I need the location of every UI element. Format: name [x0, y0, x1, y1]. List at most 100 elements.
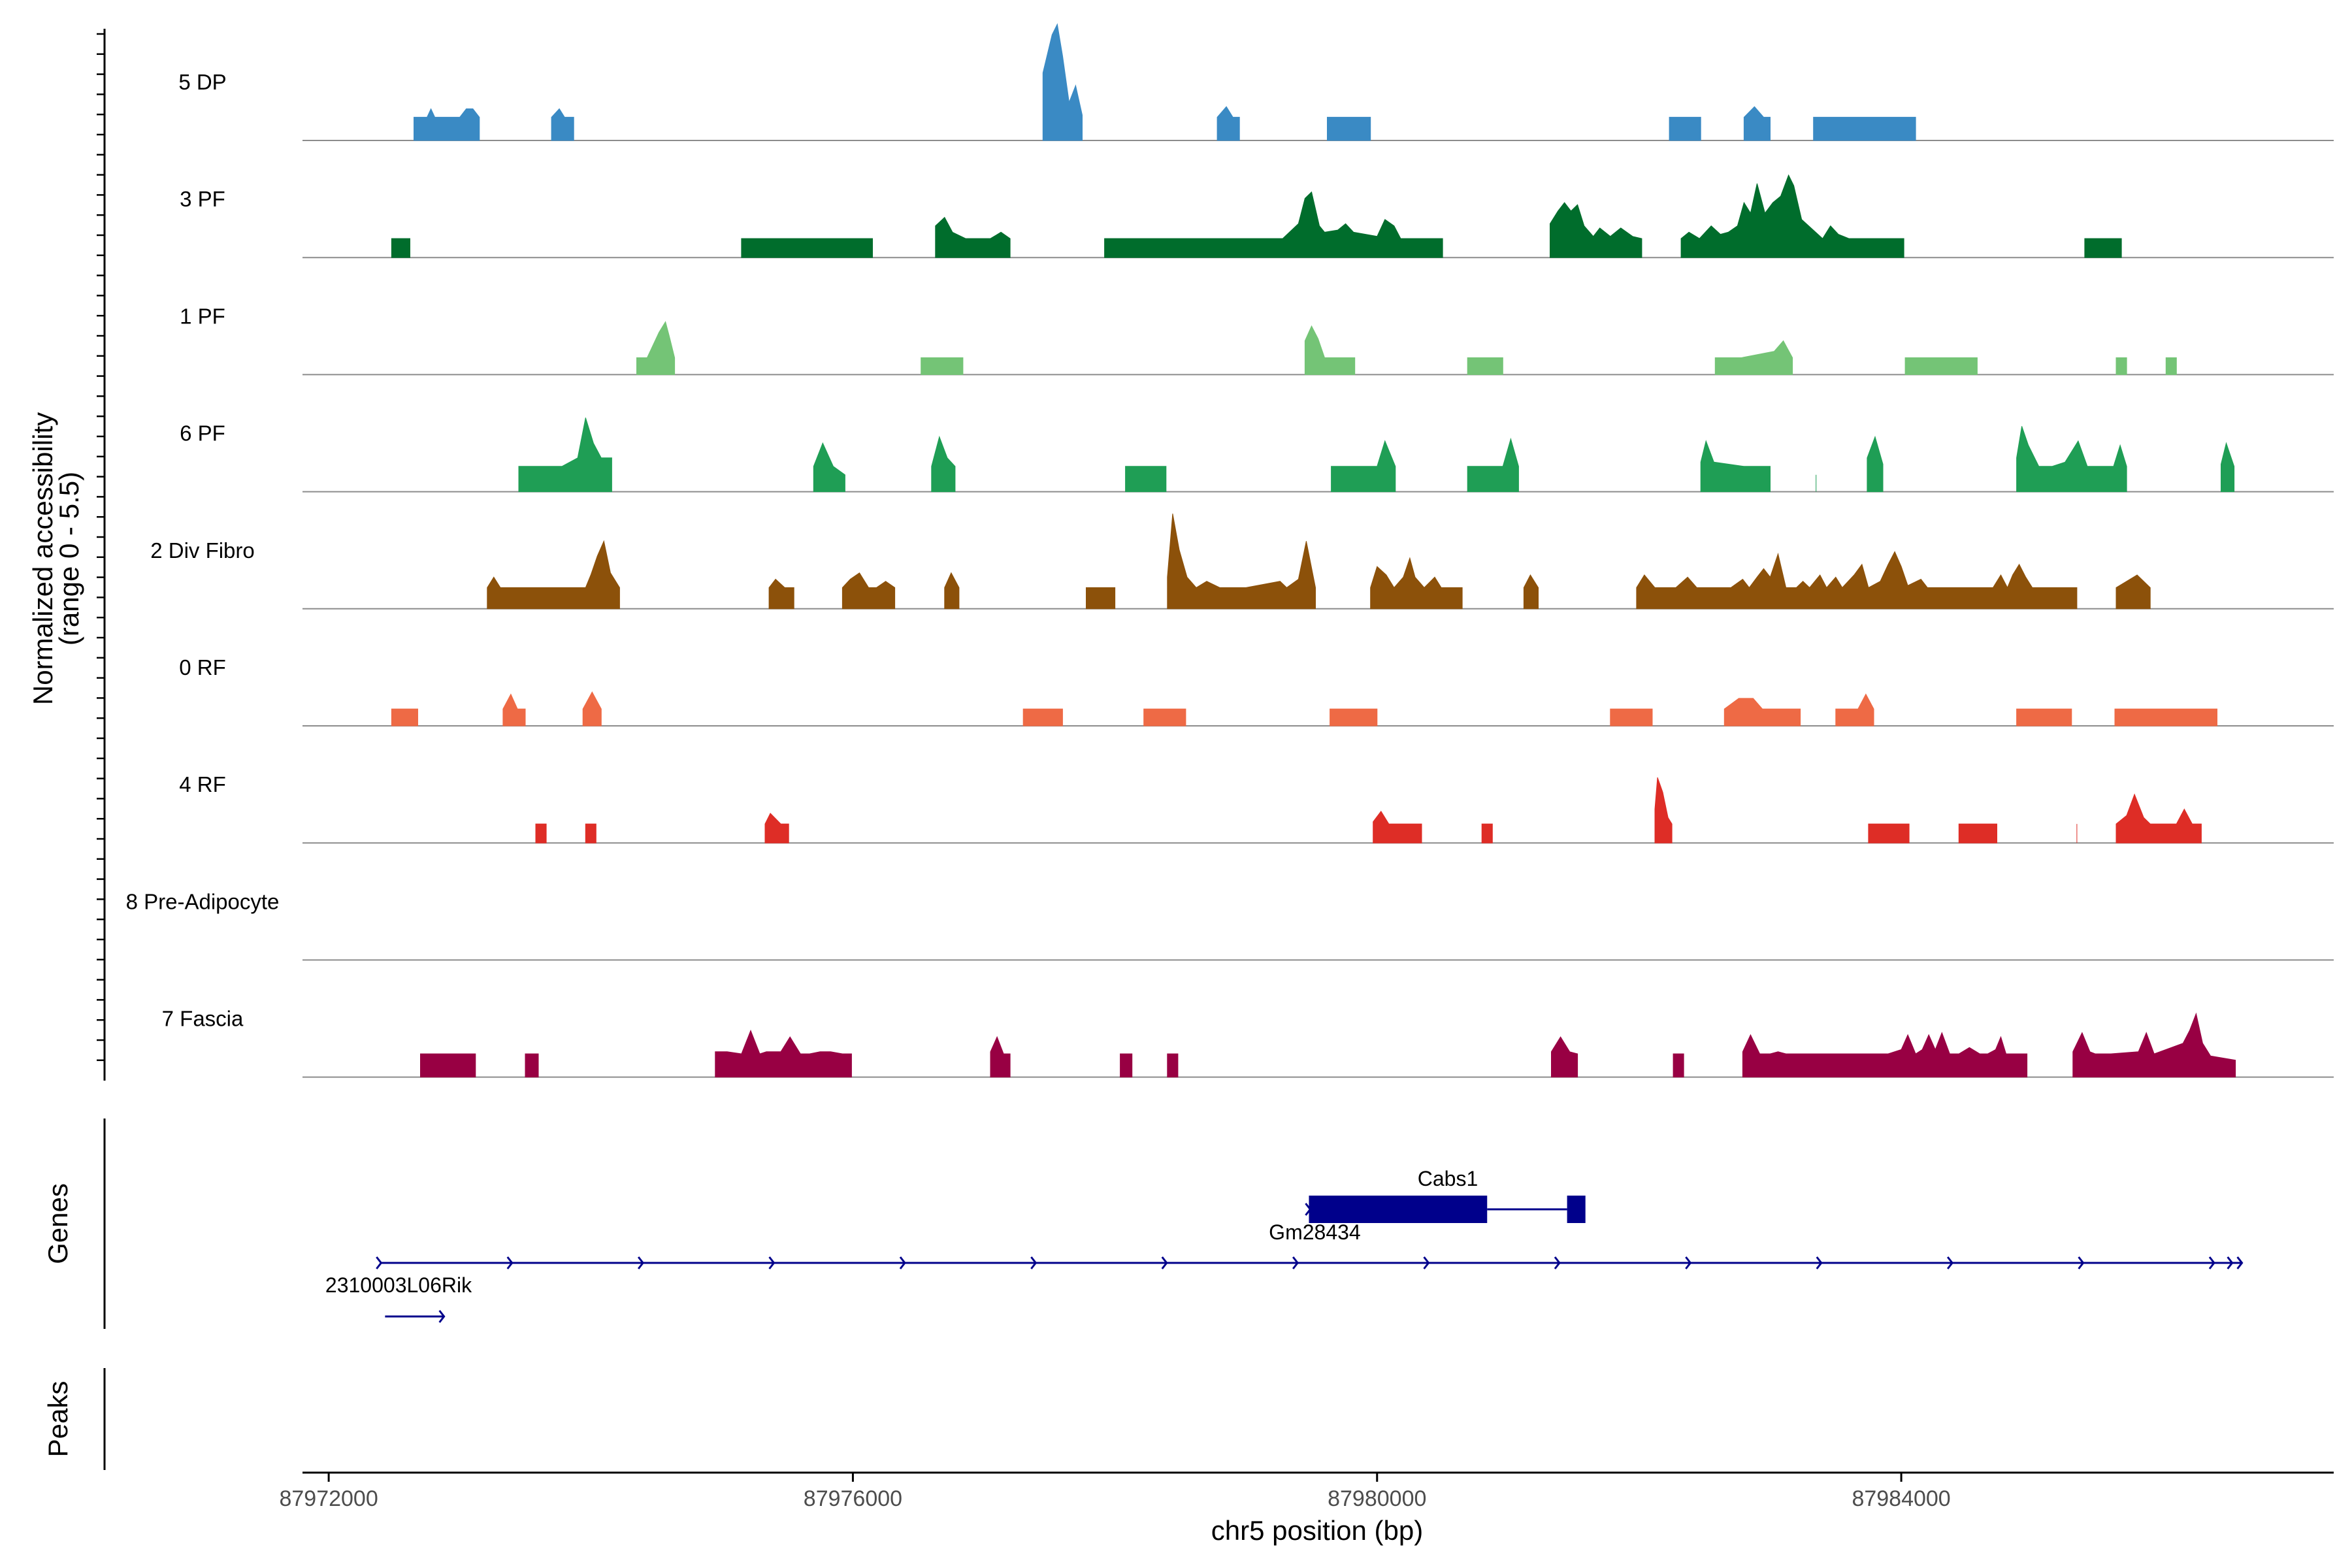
- accessibility-peak: [1523, 574, 1539, 610]
- accessibility-peak: [535, 823, 547, 843]
- accessibility-peak: [1610, 708, 1653, 727]
- x-tick-label: 87972000: [279, 1486, 378, 1511]
- track-4: 6 PF: [180, 417, 2334, 493]
- accessibility-peak: [1327, 116, 1371, 141]
- accessibility-peak: [1867, 435, 1884, 493]
- accessibility-peak: [1370, 557, 1463, 610]
- exon-block: [1567, 1196, 1586, 1223]
- accessibility-peak: [2115, 357, 2127, 375]
- accessibility-peak: [1217, 106, 1240, 141]
- accessibility-peak: [741, 238, 873, 258]
- accessibility-peak: [931, 435, 956, 493]
- strand-arrow: [2227, 1256, 2234, 1269]
- strand-arrow: [1816, 1256, 1823, 1269]
- track-label: 8 Pre-Adipocyte: [126, 889, 280, 913]
- gene-label-2310003L06Rik: 2310003L06Rik: [325, 1273, 472, 1297]
- strand-arrow: [1292, 1256, 1299, 1269]
- strand-arrow: [1685, 1256, 1692, 1269]
- accessibility-peak: [414, 108, 480, 141]
- accessibility-peak: [2084, 238, 2122, 258]
- accessibility-peak: [525, 1053, 539, 1078]
- accessibility-peak: [1680, 174, 1904, 258]
- accessibility-peak: [1304, 325, 1356, 375]
- accessibility-peak: [1022, 708, 1063, 727]
- accessibility-peak: [1550, 202, 1642, 258]
- accessibility-peak: [391, 708, 418, 727]
- accessibility-peak: [518, 417, 612, 493]
- track-1: 5 DP: [178, 23, 2334, 141]
- accessibility-peak: [551, 108, 574, 141]
- accessibility-peak: [1813, 116, 1916, 141]
- track-5: 2 Div Fibro: [150, 514, 2334, 610]
- accessibility-peak: [1330, 708, 1378, 727]
- gene-2310003L06Rik: 2310003L06Rik: [325, 1256, 2244, 1323]
- accessibility-peak: [1331, 440, 1396, 493]
- accessibility-peak: [1904, 357, 1978, 375]
- accessibility-peak: [1958, 823, 1997, 843]
- accessibility-peak: [1835, 693, 1874, 727]
- y-axis-title: Normalized accessibility: [27, 412, 58, 705]
- strand-arrow: [637, 1256, 645, 1269]
- peaks-label: Peaks: [42, 1381, 73, 1458]
- gene-label-Gm28434: Gm28434: [1269, 1220, 1361, 1244]
- strand-arrow: [2208, 1256, 2215, 1269]
- strand-arrow: [1554, 1256, 1561, 1269]
- accessibility-peak: [813, 442, 845, 493]
- accessibility-peak: [1167, 514, 1316, 610]
- track-label: 3 PF: [180, 187, 225, 211]
- accessibility-peak: [1714, 340, 1793, 375]
- accessibility-peak: [2114, 708, 2217, 727]
- accessibility-peak: [1723, 698, 1801, 727]
- track-2: 3 PF: [180, 174, 2334, 259]
- x-axis: 87972000 87976000 87980000 87984000: [279, 1471, 2334, 1511]
- track-8: 8 Pre-Adipocyte: [126, 889, 2334, 961]
- strand-arrow: [899, 1256, 906, 1269]
- x-tick-label: 87976000: [804, 1486, 902, 1511]
- accessibility-peak: [636, 321, 676, 375]
- strand-arrow: [506, 1256, 514, 1269]
- strand-arrow: [438, 1310, 446, 1323]
- track-label: 6 PF: [180, 421, 225, 446]
- accessibility-peak: [1742, 1032, 2028, 1078]
- strand-arrow: [768, 1256, 776, 1269]
- accessibility-peak: [764, 813, 789, 843]
- accessibility-peak: [1636, 551, 2078, 610]
- accessibility-peak: [1104, 191, 1443, 258]
- strand-arrow: [1423, 1256, 1430, 1269]
- exon-block: [1309, 1196, 1488, 1223]
- accessibility-peak: [2115, 793, 2202, 843]
- accessibility-peak: [1481, 823, 1493, 843]
- gene-label-Cabs1: Cabs1: [1418, 1167, 1478, 1190]
- track-label: 2 Div Fibro: [150, 538, 255, 563]
- track-6: 0 RF: [179, 655, 2334, 727]
- accessibility-peak: [768, 578, 794, 610]
- strand-arrow: [1946, 1256, 1954, 1269]
- y-axis-ticks: [97, 33, 105, 1062]
- accessibility-peak: [1042, 23, 1083, 141]
- accessibility-peak: [1743, 106, 1771, 141]
- accessibility-peak: [1467, 437, 1519, 493]
- accessibility-peak: [1086, 587, 1116, 610]
- accessibility-peak: [1868, 823, 1910, 843]
- gene-Gm28434: Gm28434: [1269, 1203, 1361, 1244]
- accessibility-peak: [715, 1030, 852, 1078]
- track-7: 4 RF: [179, 772, 2334, 844]
- accessibility-peak: [1654, 777, 1673, 843]
- accessibility-peak: [1551, 1036, 1578, 1078]
- accessibility-peak: [1700, 440, 1771, 493]
- accessibility-peak: [1673, 1053, 1684, 1078]
- accessibility-peak: [944, 572, 960, 610]
- accessibility-peak: [921, 357, 964, 375]
- x-tick-label: 87984000: [1852, 1486, 1950, 1511]
- accessibility-peak: [841, 572, 896, 610]
- accessibility-peak: [1125, 466, 1167, 493]
- track-label: 5 DP: [178, 70, 226, 94]
- x-axis-ticks: 87972000 87976000 87980000 87984000: [279, 1473, 1951, 1511]
- strand-arrow: [2078, 1256, 2085, 1269]
- gene-Cabs1: Cabs1: [1309, 1167, 1586, 1223]
- track-label: 0 RF: [179, 655, 226, 679]
- accessibility-peak: [1373, 810, 1422, 843]
- strand-arrow: [376, 1256, 383, 1269]
